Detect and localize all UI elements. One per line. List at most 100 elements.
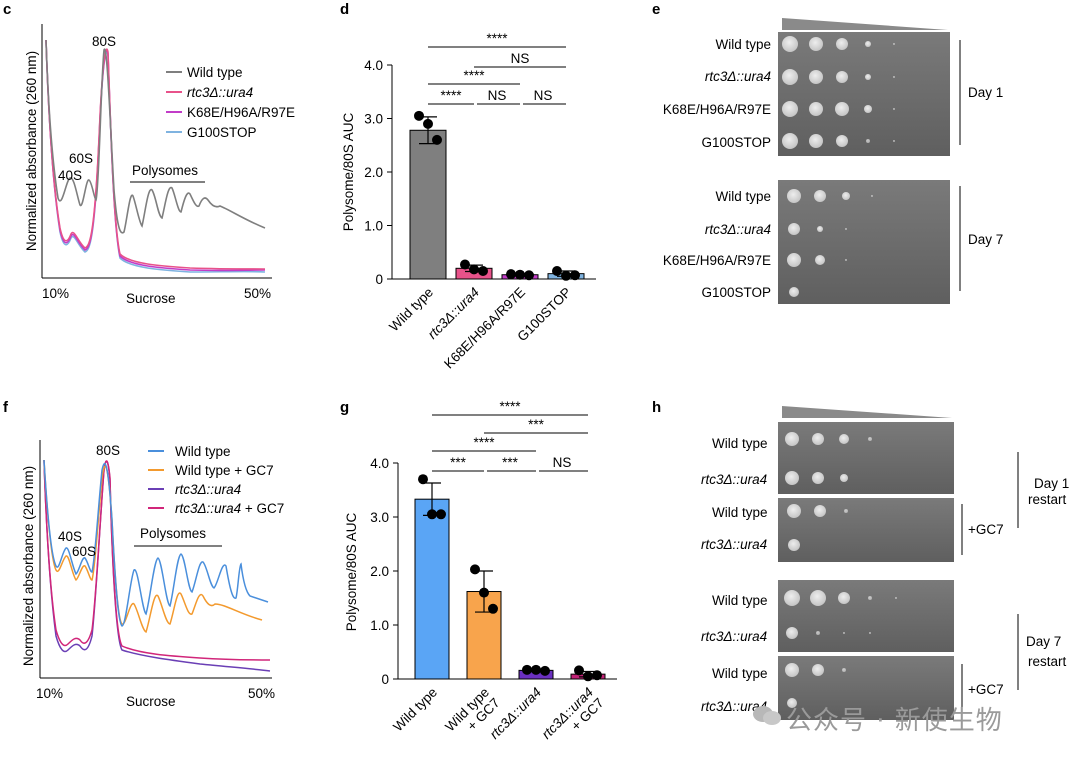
chartG-point-3-0	[574, 665, 584, 676]
chartD-point-0-1	[423, 118, 433, 129]
panel-e: e Wild typertc3Δ::ura4K68E/H96A/R97EG100…	[652, 1, 1003, 304]
spotsH-colony-2-2	[844, 509, 848, 513]
chartD-point-0-2	[432, 134, 442, 145]
spotsE-colony-3-0	[782, 133, 798, 149]
chartD-sig-label-0: ****	[486, 31, 508, 46]
spotsE-colony-7-0	[789, 287, 799, 297]
chartD-point-2-2	[524, 270, 534, 281]
spotsH-colony-4-3	[868, 596, 872, 600]
panel-f: f Normalized absorbance (260 nm) 10% 50%…	[3, 399, 284, 709]
panel-f-polysomes: Polysomes	[140, 526, 206, 541]
chartG-point-2-1	[531, 664, 541, 675]
spotsE-colony-3-2	[836, 135, 848, 147]
chartG-sig-label-0: ****	[499, 399, 521, 414]
legend-c-label-3: G100STOP	[187, 125, 257, 140]
panel-h: h Wild type rtc3Δ::ura4 Wild type rtc3Δ:…	[652, 399, 1069, 720]
panel-e-day1-row-0: Wild type	[715, 37, 771, 52]
panel-g-ylabel: Polysome/80S AUC	[344, 512, 359, 631]
panel-c-peak-40s: 40S	[58, 168, 82, 183]
spotsH-colony-1-2	[840, 474, 848, 482]
panel-e-day7-row-3: G100STOP	[701, 285, 771, 300]
panel-c-peak-60s: 60S	[69, 151, 93, 166]
wechat-icon	[753, 706, 781, 725]
spotsE-colony-3-4	[893, 140, 895, 142]
legend-f-label-3: rtc3Δ::ura4 + GC7	[175, 501, 284, 516]
chartG-sig-label-5: NS	[553, 455, 572, 470]
panel-e-day7-row-2: K68E/H96A/R97E	[663, 253, 771, 268]
spotsE-colony-3-3	[866, 139, 870, 143]
panel-h-spots	[784, 432, 897, 708]
chartD-sig-label-2: ****	[463, 68, 485, 83]
spotsE-colony-5-0	[788, 223, 800, 235]
panel-h-day1-restart: restart	[1028, 492, 1067, 507]
panel-c-ylabel: Normalized absorbance (260 nm)	[24, 51, 39, 251]
panel-e-day1-row-2: K68E/H96A/R97E	[663, 102, 771, 117]
spotsE-colony-0-2	[836, 38, 848, 50]
panel-h-plate-day7	[778, 580, 954, 652]
panel-h-dilution-wedge	[782, 406, 952, 418]
spotsE-colony-4-3	[871, 195, 873, 197]
chartG-xtick-label-3: rtc3Δ::ura4+ GC7	[539, 685, 607, 753]
panel-letter-f: f	[3, 399, 9, 416]
chartG-ytick-label-1: 1.0	[370, 618, 389, 633]
spotsH-colony-1-0	[785, 471, 799, 485]
chartD-sig-label-1: NS	[511, 51, 530, 66]
spotsH-colony-4-1	[810, 590, 826, 606]
trace-f-rtc3-gc7	[43, 459, 271, 661]
panel-e-day7-row-1: rtc3Δ::ura4	[705, 222, 771, 237]
spotsH-colony-6-0	[785, 663, 799, 677]
spotsH-colony-0-0	[785, 432, 799, 446]
panel-e-labels-day1: Wild typertc3Δ::ura4K68E/H96A/R97EG100ST…	[663, 37, 771, 150]
legend-f-label-0: Wild type	[175, 444, 231, 459]
chartD-ytick-label-2: 2.0	[364, 165, 383, 180]
spotsH-colony-0-3	[868, 437, 872, 441]
panel-h-row-wt-1: Wild type	[712, 436, 768, 451]
chartG-point-0-1	[427, 509, 437, 520]
chartG-ytick-label-4: 4.0	[370, 456, 389, 471]
spotsH-colony-5-2	[843, 632, 845, 634]
spotsE-colony-1-3	[865, 74, 871, 80]
panel-h-gc7-label-2: +GC7	[968, 682, 1004, 697]
chartD-xtick-label-2: K68E/H96A/R97E	[441, 285, 528, 372]
chartD-ytick-label-3: 3.0	[364, 112, 383, 127]
panel-d-ylabel: Polysome/80S AUC	[341, 112, 356, 231]
chartD-bar-0	[409, 129, 447, 280]
spotsH-colony-0-1	[812, 433, 824, 445]
trace-c-wildtype	[45, 39, 266, 234]
chartD-point-1-0	[460, 259, 470, 270]
chartG-bar-0	[414, 498, 450, 680]
spotsE-colony-6-1	[815, 255, 825, 265]
panel-g: g Polysome/80S AUC 0 1.0 2.0 3.0 4.0 Wild typ…	[340, 399, 617, 753]
panel-h-plate-day1	[778, 422, 954, 494]
panel-f-peak-40s: 40S	[58, 529, 82, 544]
spotsH-colony-2-1	[814, 505, 826, 517]
chartD-point-0-0	[414, 110, 424, 121]
spotsH-colony-0-2	[839, 434, 849, 444]
chartG-ytick-label-3: 3.0	[370, 510, 389, 525]
chartG-sig-label-3: ***	[450, 455, 467, 470]
spotsH-colony-5-0	[786, 627, 798, 639]
panel-e-day1-row-3: G100STOP	[701, 135, 771, 150]
chartD-point-1-2	[478, 265, 488, 276]
panel-letter-g: g	[340, 399, 349, 416]
spotsE-colony-6-2	[845, 259, 847, 261]
spotsH-colony-4-4	[895, 597, 897, 599]
chartG-sig-label-4: ***	[502, 455, 519, 470]
panel-e-labels-day7: Wild typertc3Δ::ura4K68E/H96A/R97EG100ST…	[663, 189, 771, 300]
panel-h-day7-label: Day 7	[1026, 634, 1061, 649]
chartD-point-2-1	[515, 269, 525, 280]
chartD-point-3-1	[561, 270, 571, 281]
trace-f-wildtype	[43, 459, 269, 627]
watermark: 公众号 · 新使生物	[786, 706, 1003, 736]
panel-f-peak-60s: 60S	[72, 544, 96, 559]
panel-h-plate-day1-gc7	[778, 498, 954, 562]
panel-c-polysomes: Polysomes	[132, 163, 198, 178]
spotsH-colony-6-1	[812, 664, 824, 676]
panel-h-day7-restart: restart	[1028, 654, 1067, 669]
spotsE-colony-1-2	[836, 71, 848, 83]
chartG-point-3-2	[592, 670, 602, 681]
panel-h-row-mut-4: rtc3Δ::ura4	[701, 699, 767, 714]
spotsE-colony-0-1	[809, 37, 823, 51]
spotsH-colony-4-0	[784, 590, 800, 606]
